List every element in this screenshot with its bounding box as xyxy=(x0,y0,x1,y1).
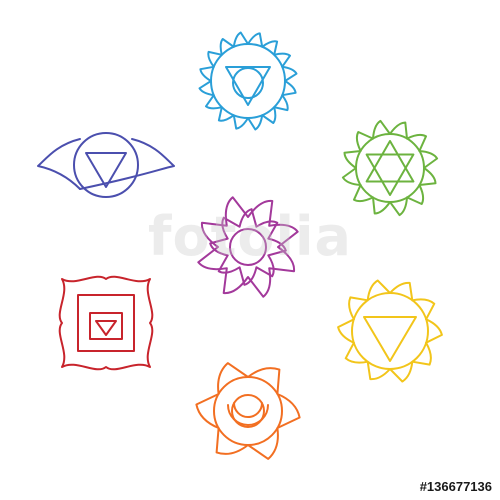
throat-inner-circle xyxy=(232,67,264,99)
heart-petals xyxy=(341,119,439,217)
heart-triangle-down xyxy=(365,153,415,196)
root-petals xyxy=(58,275,154,371)
heart-triangle-up xyxy=(365,140,415,183)
third-eye-left-wing xyxy=(37,138,81,190)
stock-id-label: #136677136 xyxy=(419,479,492,494)
third-eye-circle xyxy=(73,132,139,198)
crown-inner-petals xyxy=(209,208,287,286)
solar-plexus-chakra-icon xyxy=(337,279,443,383)
root-chakra-icon xyxy=(58,275,154,371)
crown-chakra-icon xyxy=(197,196,299,298)
third-eye-triangle xyxy=(85,152,127,188)
heart-outer-circle xyxy=(355,133,425,203)
crown-center-circle xyxy=(229,228,267,266)
throat-chakra-icon xyxy=(198,31,298,131)
root-inner-square xyxy=(89,312,123,340)
heart-chakra-icon xyxy=(341,119,439,217)
sacral-crescent-outer xyxy=(227,404,269,426)
third-eye-chakra-icon xyxy=(37,132,175,198)
sacral-chakra-icon xyxy=(195,362,301,460)
solar-petals xyxy=(337,279,443,383)
sacral-crescent-inner xyxy=(233,402,263,418)
third-eye-right-wing xyxy=(79,138,175,190)
crown-outer-petals xyxy=(197,196,299,298)
root-square xyxy=(77,294,135,352)
solar-circle xyxy=(351,292,429,370)
sacral-outer-circle xyxy=(213,376,283,446)
root-triangle xyxy=(95,320,117,336)
solar-triangle xyxy=(363,316,417,362)
throat-petals xyxy=(198,31,298,131)
sacral-inner-circle xyxy=(231,394,265,428)
throat-outer-circle xyxy=(210,43,286,119)
